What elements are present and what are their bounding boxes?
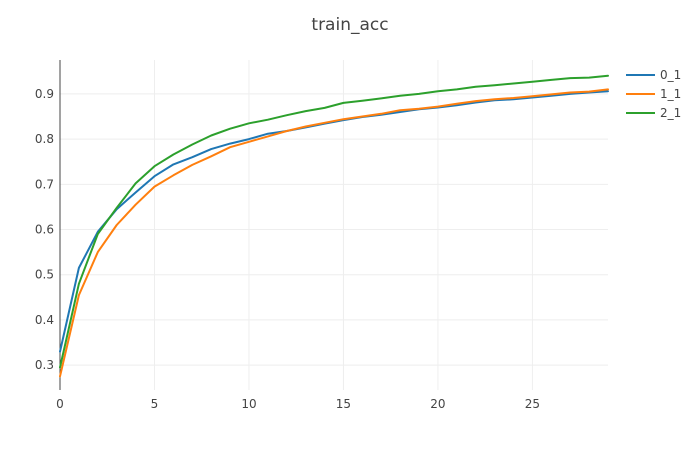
x-tick-label: 25	[525, 397, 540, 411]
y-tick-label: 0.5	[35, 268, 54, 282]
y-tick-label: 0.3	[35, 358, 54, 372]
legend-label: 2_1	[660, 106, 681, 120]
x-tick-label: 5	[151, 397, 159, 411]
x-tick-label: 0	[56, 397, 64, 411]
x-tick-label: 20	[430, 397, 445, 411]
y-tick-label: 0.9	[35, 87, 54, 101]
x-tick-label: 15	[336, 397, 351, 411]
legend-item-1_1[interactable]: 1_1	[626, 87, 681, 101]
y-tick-label: 0.6	[35, 223, 54, 237]
grid	[60, 60, 608, 390]
series-line-1_1	[59, 88, 609, 378]
series-line-2_1	[59, 74, 609, 369]
legend-label: 1_1	[660, 87, 681, 101]
legend-item-2_1[interactable]: 2_1	[626, 106, 681, 120]
x-tick-label: 10	[241, 397, 256, 411]
series-line-0_1	[59, 90, 609, 353]
legend-label: 0_1	[660, 68, 681, 82]
chart-title: train_acc	[311, 15, 388, 35]
series-group	[59, 74, 609, 378]
y-tick-label: 0.7	[35, 177, 54, 191]
y-tick-label: 0.4	[35, 313, 54, 327]
legend: 0_1 1_1 2_1	[626, 68, 681, 120]
legend-item-0_1[interactable]: 0_1	[626, 68, 681, 82]
y-tick-label: 0.8	[35, 132, 54, 146]
axes: 0 5 10 15 20 25 0.3 0.4 0.5 0.6 0.7 0.8 0.9	[35, 60, 540, 411]
